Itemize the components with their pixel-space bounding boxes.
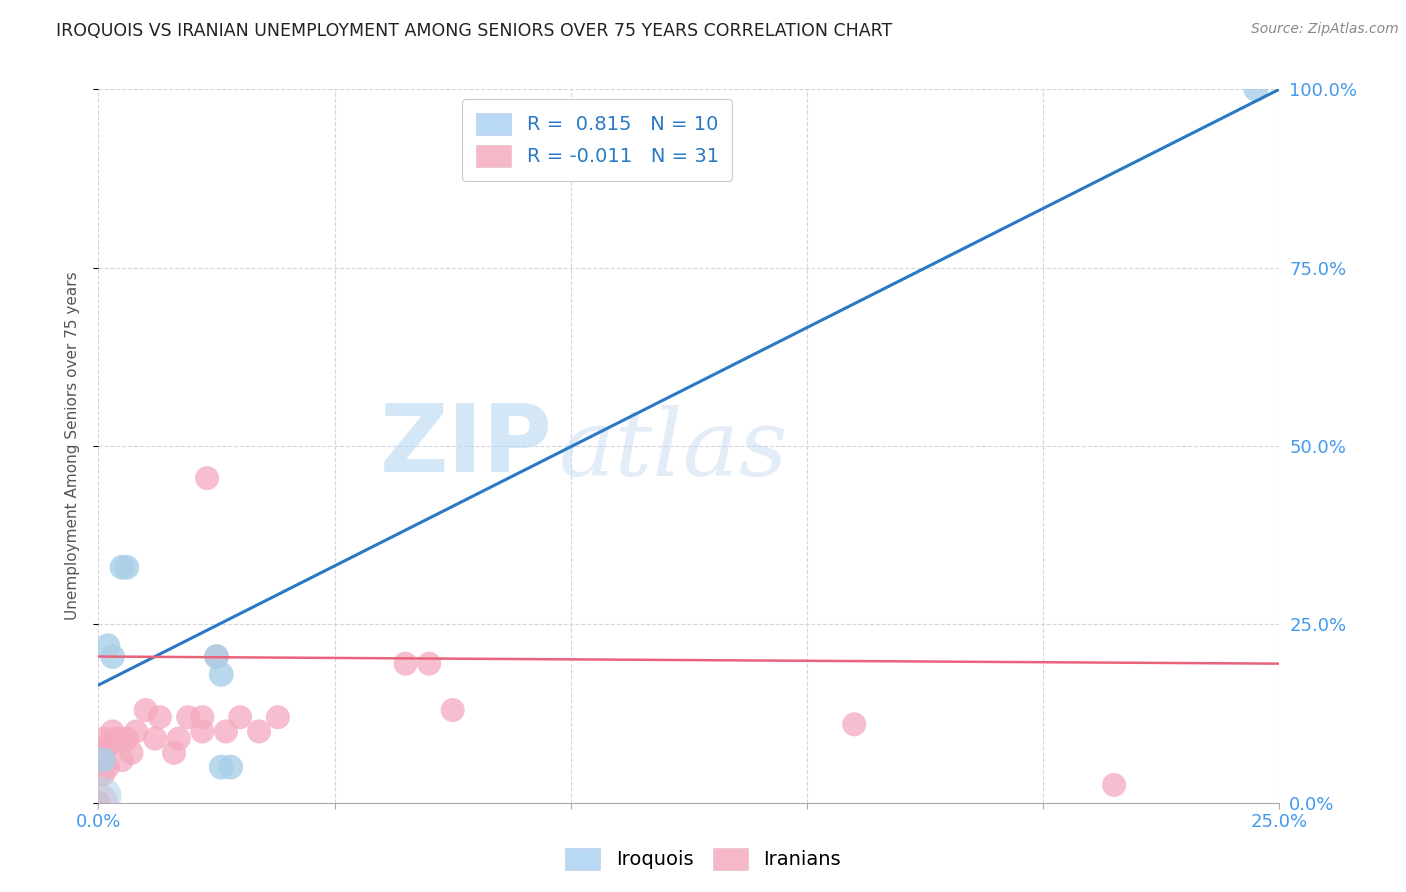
Point	[247, 724, 270, 739]
Point	[229, 710, 252, 724]
Text: Source: ZipAtlas.com: Source: ZipAtlas.com	[1251, 22, 1399, 37]
Point	[177, 710, 200, 724]
Point	[97, 639, 120, 653]
Point	[205, 649, 228, 664]
Point	[191, 710, 214, 724]
Point	[91, 753, 114, 767]
Point	[91, 731, 114, 746]
Point	[143, 731, 166, 746]
Point	[163, 746, 186, 760]
Point	[191, 724, 214, 739]
Point	[149, 710, 172, 724]
Point	[209, 667, 232, 681]
Point	[111, 753, 134, 767]
Point	[219, 760, 242, 774]
Point	[105, 731, 128, 746]
Point	[205, 649, 228, 664]
Point	[97, 739, 120, 753]
Point	[87, 796, 110, 810]
Point	[91, 789, 114, 803]
Point	[167, 731, 190, 746]
Point	[441, 703, 464, 717]
Point	[267, 710, 290, 724]
Point	[91, 767, 114, 781]
Point	[125, 724, 148, 739]
Point	[121, 746, 143, 760]
Point	[101, 724, 124, 739]
Point	[135, 703, 157, 717]
Point	[394, 657, 416, 671]
Point	[87, 796, 110, 810]
Point	[101, 649, 124, 664]
Point	[1102, 778, 1125, 792]
Text: IROQUOIS VS IRANIAN UNEMPLOYMENT AMONG SENIORS OVER 75 YEARS CORRELATION CHART: IROQUOIS VS IRANIAN UNEMPLOYMENT AMONG S…	[56, 22, 893, 40]
Point	[111, 560, 134, 574]
Point	[91, 746, 114, 760]
Point	[215, 724, 238, 739]
Point	[97, 760, 120, 774]
Point	[115, 731, 138, 746]
Legend: Iroquois, Iranians: Iroquois, Iranians	[557, 839, 849, 878]
Point	[209, 760, 232, 774]
Legend: R =  0.815   N = 10, R = -0.011   N = 31: R = 0.815 N = 10, R = -0.011 N = 31	[463, 99, 733, 181]
Text: atlas: atlas	[560, 405, 789, 494]
Point	[1244, 82, 1267, 96]
Point	[195, 471, 218, 485]
Text: ZIP: ZIP	[380, 400, 553, 492]
Point	[844, 717, 866, 731]
Point	[418, 657, 440, 671]
Y-axis label: Unemployment Among Seniors over 75 years: Unemployment Among Seniors over 75 years	[65, 272, 80, 620]
Point	[115, 560, 138, 574]
